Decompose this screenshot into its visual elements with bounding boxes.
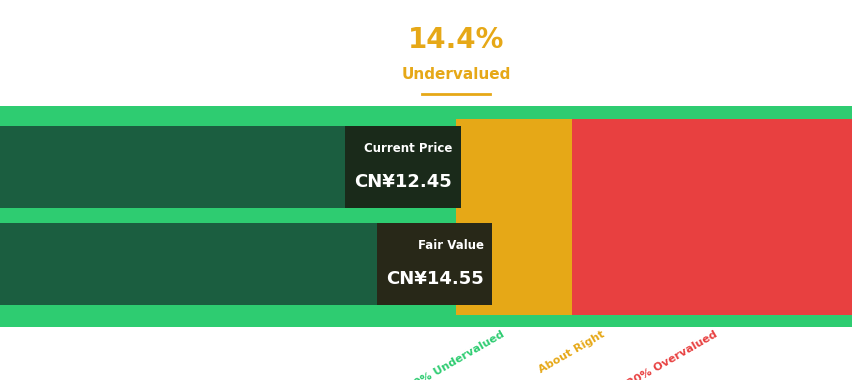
Text: 14.4%: 14.4%: [408, 27, 504, 54]
Text: Fair Value: Fair Value: [417, 239, 483, 252]
Bar: [377, 223, 492, 305]
Bar: [571, 106, 852, 327]
Text: 20% Undervalued: 20% Undervalued: [406, 329, 506, 380]
Bar: [0, 106, 456, 327]
Text: Current Price: Current Price: [363, 142, 452, 155]
Bar: [0, 223, 487, 305]
Text: About Right: About Right: [536, 329, 606, 375]
Bar: [0, 315, 852, 327]
Bar: [0, 106, 852, 119]
Text: 20% Overvalued: 20% Overvalued: [625, 329, 719, 380]
Bar: [0, 126, 456, 208]
Bar: [456, 106, 571, 327]
Text: CN¥12.45: CN¥12.45: [354, 173, 452, 192]
Text: Undervalued: Undervalued: [401, 67, 510, 82]
Bar: [345, 126, 460, 208]
Text: CN¥14.55: CN¥14.55: [385, 271, 483, 288]
